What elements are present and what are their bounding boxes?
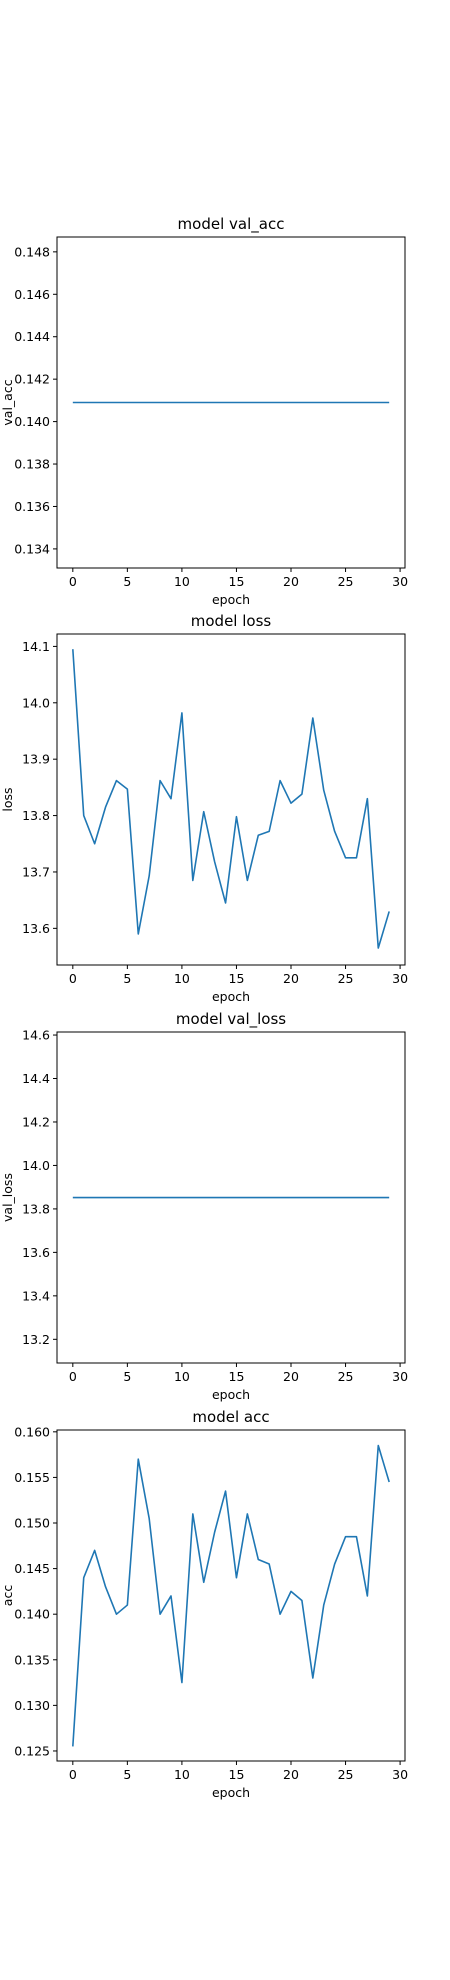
x-tick-label: 0 — [69, 574, 77, 589]
y-tick-label: 14.4 — [22, 1071, 50, 1086]
x-tick-label: 25 — [338, 1369, 354, 1384]
y-tick-label: 0.138 — [14, 457, 50, 472]
y-tick-label: 14.0 — [22, 1158, 50, 1173]
chart-title: model acc — [192, 1408, 269, 1426]
y-tick-label: 13.7 — [22, 864, 50, 879]
x-tick-label: 15 — [229, 574, 245, 589]
x-tick-label: 20 — [283, 1767, 299, 1782]
x-tick-label: 15 — [229, 1369, 245, 1384]
axes-frame — [56, 236, 406, 569]
x-tick-label: 30 — [392, 971, 408, 986]
subplot-2: model val_loss 0 5 10 15 20 25 30 13.2 13.4 13.6 13… — [0, 1010, 408, 1402]
y-tick-label: 14.6 — [22, 1028, 50, 1043]
y-tick-label: 0.130 — [14, 1698, 50, 1713]
y-tick-label: 13.4 — [22, 1288, 50, 1303]
y-tick-label: 13.9 — [22, 752, 50, 767]
y-axis-label: acc — [0, 1585, 15, 1607]
axes-frame — [56, 1031, 406, 1364]
y-tick-label: 0.155 — [14, 1470, 50, 1485]
axes-frame — [56, 1429, 406, 1762]
x-tick-label: 20 — [283, 574, 299, 589]
y-tick-label: 0.136 — [14, 499, 50, 514]
y-tick-label: 13.8 — [22, 808, 50, 823]
y-tick-label: 13.2 — [22, 1332, 50, 1347]
x-axis-label: epoch — [212, 592, 250, 607]
y-axis-label: loss — [0, 787, 15, 811]
y-tick-label: 13.6 — [22, 921, 50, 936]
y-tick-label: 13.8 — [22, 1201, 50, 1216]
y-tick-label: 0.140 — [14, 1607, 50, 1622]
series-line-0 — [72, 649, 390, 949]
x-tick-label: 25 — [338, 971, 354, 986]
x-tick-label: 15 — [229, 1767, 245, 1782]
x-axis-label: epoch — [212, 989, 250, 1004]
y-tick-label: 0.140 — [14, 414, 50, 429]
x-tick-label: 10 — [174, 1767, 190, 1782]
x-axis-label: epoch — [212, 1387, 250, 1402]
y-tick-label: 0.134 — [14, 541, 50, 556]
y-tick-label: 0.146 — [14, 287, 50, 302]
x-tick-label: 5 — [123, 1369, 131, 1384]
subplot-1: model loss 0 5 10 15 20 25 30 13.6 13.7 13.8 13.9 14… — [0, 612, 408, 1004]
x-tick-label: 20 — [283, 971, 299, 986]
x-tick-label: 10 — [174, 574, 190, 589]
y-tick-label: 0.150 — [14, 1516, 50, 1531]
subplot-0: model val_acc 0 5 10 15 20 25 30 0.134 0.136 0.138… — [0, 215, 408, 607]
y-tick-label: 0.148 — [14, 244, 50, 259]
y-tick-label: 14.1 — [22, 639, 50, 654]
axes-frame — [56, 633, 406, 966]
x-tick-label: 25 — [338, 1767, 354, 1782]
y-axis-label: val_loss — [0, 1173, 15, 1222]
subplot-3: model acc 0 5 10 15 20 25 30 0.125 0.130 0.135 0.14… — [0, 1408, 408, 1800]
y-tick-label: 0.160 — [14, 1424, 50, 1439]
y-tick-label: 14.2 — [22, 1114, 50, 1129]
x-tick-label: 30 — [392, 1369, 408, 1384]
x-tick-label: 5 — [123, 574, 131, 589]
chart-title: model val_acc — [178, 215, 285, 234]
x-tick-label: 0 — [69, 1369, 77, 1384]
x-tick-label: 20 — [283, 1369, 299, 1384]
x-tick-label: 30 — [392, 574, 408, 589]
x-tick-label: 10 — [174, 1369, 190, 1384]
y-tick-label: 13.6 — [22, 1245, 50, 1260]
x-tick-label: 30 — [392, 1767, 408, 1782]
x-tick-label: 15 — [229, 971, 245, 986]
chart-title: model loss — [191, 612, 272, 630]
x-tick-label: 25 — [338, 574, 354, 589]
x-axis-label: epoch — [212, 1785, 250, 1800]
chart-title: model val_loss — [176, 1010, 286, 1029]
y-tick-label: 0.145 — [14, 1561, 50, 1576]
y-tick-label: 14.0 — [22, 695, 50, 710]
x-tick-label: 5 — [123, 1767, 131, 1782]
x-tick-label: 10 — [174, 971, 190, 986]
y-tick-label: 0.135 — [14, 1652, 50, 1667]
y-tick-label: 0.144 — [14, 329, 50, 344]
series-line-0 — [72, 1444, 390, 1747]
x-tick-label: 5 — [123, 971, 131, 986]
x-tick-label: 0 — [69, 1767, 77, 1782]
x-tick-label: 0 — [69, 971, 77, 986]
y-tick-label: 0.125 — [14, 1743, 50, 1758]
y-tick-label: 0.142 — [14, 372, 50, 387]
y-axis-label: val_acc — [0, 379, 15, 425]
